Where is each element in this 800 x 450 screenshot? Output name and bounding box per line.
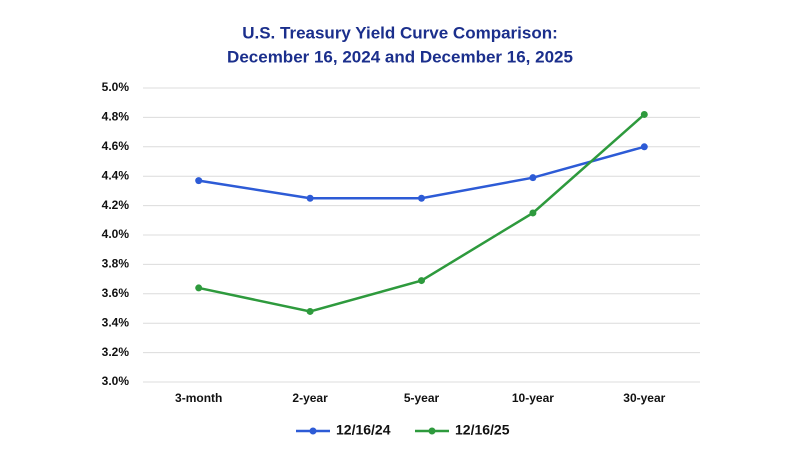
y-tick-label: 4.2% xyxy=(102,198,130,212)
x-tick-label: 30-year xyxy=(623,391,665,405)
y-tick-label: 3.4% xyxy=(102,315,130,329)
x-tick-label: 3-month xyxy=(175,391,222,405)
data-point xyxy=(195,284,203,292)
y-tick-label: 4.8% xyxy=(102,110,130,124)
legend-marker xyxy=(428,427,436,435)
data-point xyxy=(418,194,425,202)
data-point xyxy=(306,307,314,315)
data-point xyxy=(306,194,314,202)
y-tick-label: 4.6% xyxy=(102,139,130,153)
legend-label: 12/16/25 xyxy=(455,422,510,438)
data-point xyxy=(529,209,537,217)
y-tick-label: 3.2% xyxy=(102,345,130,359)
chart-title: December 16, 2024 and December 16, 2025 xyxy=(227,47,573,66)
y-tick-label: 4.4% xyxy=(102,168,130,182)
y-tick-label: 3.8% xyxy=(102,257,130,271)
y-tick-label: 3.6% xyxy=(102,286,130,300)
x-tick-label: 5-year xyxy=(404,391,440,405)
legend-marker xyxy=(309,427,317,435)
data-point xyxy=(195,177,203,185)
legend-label: 12/16/24 xyxy=(336,422,391,438)
data-point xyxy=(529,174,537,182)
y-tick-label: 5.0% xyxy=(102,80,130,94)
data-point xyxy=(640,110,648,118)
chart-title: U.S. Treasury Yield Curve Comparison: xyxy=(242,23,558,42)
y-tick-label: 3.0% xyxy=(102,374,130,388)
data-point xyxy=(418,277,425,285)
x-tick-label: 10-year xyxy=(512,391,554,405)
y-tick-label: 4.0% xyxy=(102,227,130,241)
x-tick-label: 2-year xyxy=(292,391,328,405)
data-point xyxy=(640,143,648,151)
